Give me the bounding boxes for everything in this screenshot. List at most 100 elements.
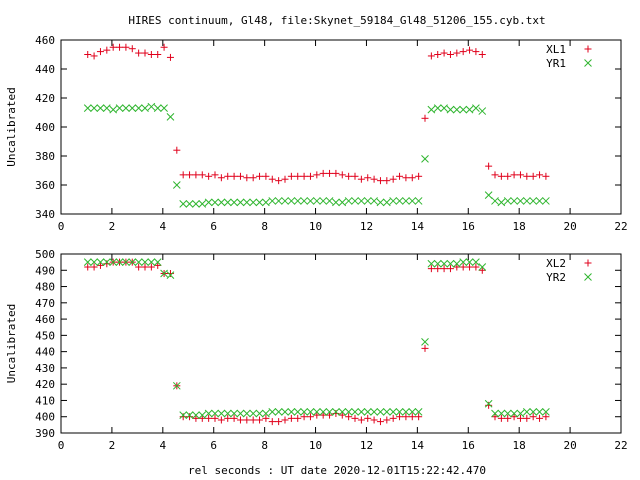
data-point <box>472 48 480 56</box>
data-point <box>179 413 187 421</box>
y-tick-label: 360 <box>35 179 55 192</box>
legend-label: XL2 <box>546 257 566 270</box>
data-point <box>147 258 156 266</box>
data-point <box>109 43 117 51</box>
data-point <box>433 259 442 268</box>
data-point <box>542 172 550 180</box>
chart-panel-2: 0 2 4 6 8 10 12 14 16 18 20 22 390 400 410 420 430 440 450… <box>5 248 628 452</box>
data-point <box>440 259 448 268</box>
data-point <box>103 46 111 54</box>
data-point <box>166 270 174 278</box>
data-point <box>192 411 200 419</box>
data-point <box>294 172 302 180</box>
y-tick-label: 430 <box>35 362 55 375</box>
data-point <box>287 172 295 180</box>
x-tick-label: 2 <box>109 220 116 233</box>
data-point <box>376 418 384 426</box>
data-point <box>535 197 544 205</box>
data-point <box>370 197 378 205</box>
data-point <box>96 104 105 113</box>
data-point <box>433 104 442 113</box>
data-point <box>166 53 174 61</box>
data-point <box>217 416 225 424</box>
chart-title: HIRES continuum, Gl48, file:Skynet_59184… <box>128 14 545 27</box>
data-point <box>542 197 550 205</box>
data-point <box>153 104 162 113</box>
data-point <box>217 409 226 418</box>
data-point <box>236 198 245 207</box>
data-point <box>510 171 518 179</box>
data-point <box>135 263 143 271</box>
legend-label: XL1 <box>546 43 566 56</box>
data-point <box>84 51 92 58</box>
y-tick-label: 440 <box>35 346 55 359</box>
data-point <box>478 107 487 115</box>
data-point <box>230 172 238 180</box>
data-point <box>128 45 136 53</box>
data-point <box>510 197 518 205</box>
data-point <box>116 43 124 51</box>
data-point <box>306 413 314 421</box>
legend-label: YR1 <box>546 57 566 70</box>
data-point <box>268 418 276 426</box>
data-point <box>102 104 111 113</box>
x-tick-label: 14 <box>411 439 425 452</box>
data-point <box>446 105 455 114</box>
data-point <box>402 407 410 416</box>
data-point <box>542 407 550 416</box>
data-point <box>408 407 417 416</box>
data-point <box>312 407 321 416</box>
data-point <box>344 407 353 416</box>
data-point <box>96 258 105 266</box>
data-point <box>504 414 512 422</box>
data-point <box>376 198 385 207</box>
data-point <box>536 414 544 422</box>
data-point <box>504 172 512 180</box>
data-point <box>128 104 137 113</box>
data-point <box>217 174 225 182</box>
data-point <box>275 177 283 185</box>
data-point <box>90 104 98 113</box>
data-point <box>427 105 436 114</box>
y-tick-label: 460 <box>35 313 55 326</box>
data-point <box>516 171 524 179</box>
data-point <box>396 413 404 421</box>
data-point <box>363 197 372 205</box>
data-point <box>497 198 506 207</box>
data-point <box>179 411 188 419</box>
data-point <box>249 174 257 182</box>
data-point <box>478 266 486 274</box>
data-point <box>415 413 423 421</box>
data-point <box>408 197 417 205</box>
data-point <box>459 105 468 114</box>
data-point <box>236 172 244 180</box>
data-point <box>421 344 429 352</box>
data-point <box>154 51 162 58</box>
data-point <box>503 409 512 418</box>
data-point <box>478 263 487 271</box>
x-tick-label: 8 <box>261 439 268 452</box>
data-point <box>319 411 327 419</box>
data-point <box>128 258 137 266</box>
data-point <box>90 52 98 60</box>
data-point <box>523 172 531 180</box>
data-point <box>96 261 104 269</box>
y-tick-label: 480 <box>35 281 55 294</box>
data-point <box>491 413 499 421</box>
data-point <box>338 198 347 207</box>
data-point <box>211 171 219 179</box>
y-tick-label: 440 <box>35 63 55 76</box>
data-point <box>345 413 353 421</box>
data-point <box>185 199 194 208</box>
data-point <box>408 413 416 421</box>
data-point <box>255 409 264 418</box>
data-point <box>198 411 207 419</box>
data-point <box>497 172 505 180</box>
data-point <box>293 197 302 205</box>
x-tick-label: 6 <box>210 220 217 233</box>
data-point <box>345 172 353 180</box>
data-point <box>306 407 315 416</box>
x-tick-label: 22 <box>614 439 627 452</box>
x-tick-label: 18 <box>513 439 526 452</box>
data-point <box>326 169 334 177</box>
